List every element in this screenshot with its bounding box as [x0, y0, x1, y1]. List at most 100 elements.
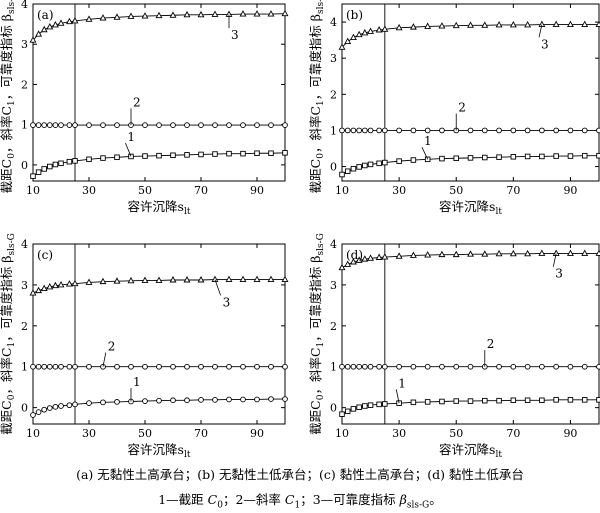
data-point-series-2 [481, 127, 488, 134]
data-point-series-3 [85, 278, 93, 285]
data-point-series-1 [212, 397, 218, 403]
data-point-series-1 [467, 398, 474, 404]
data-point-series-2 [184, 122, 190, 128]
data-point-series-2 [439, 363, 445, 370]
data-point-series-2 [350, 127, 357, 134]
data-point-series-3 [127, 276, 135, 284]
data-point-series-1 [439, 398, 445, 405]
data-point-series-3 [581, 20, 589, 28]
data-point-series-3 [349, 258, 357, 265]
series-line-3 [341, 24, 599, 48]
x-tick-label: 50 [138, 184, 152, 197]
x-tick-label: 70 [194, 184, 208, 197]
series-label-2: 2 [487, 337, 495, 351]
data-point-series-3 [467, 250, 474, 257]
data-point-series-1 [424, 156, 431, 163]
data-point-series-1 [41, 166, 47, 172]
data-point-series-1 [367, 402, 374, 408]
data-point-series-1 [100, 155, 106, 161]
x-tick-label: 30 [392, 184, 406, 197]
data-point-series-2 [376, 127, 382, 134]
data-point-series-1 [114, 399, 120, 405]
caption-panels: (a) 无黏性土高承台；(b) 无黏性土低承台；(c) 黏性土高承台；(d) 黏… [76, 467, 524, 482]
data-point-series-3 [46, 283, 54, 290]
data-point-series-3 [595, 20, 600, 28]
data-point-series-2 [282, 122, 288, 128]
data-point-series-1 [467, 155, 474, 161]
data-point-series-2 [339, 363, 345, 370]
data-point-series-2 [58, 363, 64, 370]
data-point-series-1 [453, 398, 459, 404]
y-axis-title: 截距C0，斜率C1，可靠度指标 βsls-G [308, 0, 326, 193]
data-point-series-1 [72, 401, 78, 408]
data-point-series-1 [362, 403, 368, 409]
data-point-series-2 [114, 122, 120, 128]
panel-label: (b) [346, 8, 363, 22]
data-point-series-3 [225, 275, 233, 283]
data-point-series-3 [509, 21, 517, 28]
data-point-series-3 [141, 276, 149, 283]
data-point-series-1 [496, 397, 502, 404]
series-label-leader [552, 253, 557, 267]
data-point-series-3 [57, 19, 65, 26]
data-point-series-2 [396, 363, 402, 370]
data-point-series-3 [595, 249, 600, 256]
data-point-series-2 [128, 363, 134, 370]
x-tick-label: 90 [250, 427, 264, 440]
data-point-series-3 [71, 279, 79, 287]
data-point-series-1 [156, 397, 162, 404]
data-point-series-3 [349, 33, 357, 41]
caption-c1-prefix: ；2—斜率 [222, 492, 285, 507]
series-label-2: 2 [108, 340, 116, 354]
data-point-series-1 [254, 150, 260, 156]
data-point-series-1 [424, 399, 431, 405]
data-point-series-2 [156, 122, 162, 128]
series-label-1: 1 [398, 376, 406, 390]
y-tick-label: 3 [21, 279, 28, 292]
data-point-series-1 [58, 403, 64, 409]
data-point-series-1 [567, 153, 574, 159]
data-point-series-1 [524, 397, 531, 404]
data-point-series-1 [344, 168, 351, 174]
data-point-series-3 [438, 250, 446, 258]
data-point-series-2 [226, 363, 232, 370]
data-point-series-1 [114, 154, 120, 161]
x-axis-title: 容许沉降slt [128, 442, 191, 460]
caption-c1-symbol: C [284, 492, 295, 507]
data-point-series-3 [99, 14, 107, 21]
y-tick-label: 0 [330, 402, 337, 415]
data-point-series-2 [142, 363, 148, 370]
data-point-series-3 [65, 280, 73, 287]
x-tick-label: 30 [82, 184, 96, 197]
data-point-series-3 [375, 26, 383, 33]
y-tick-label: 3 [21, 38, 28, 51]
data-point-series-2 [198, 122, 204, 128]
series-label-leader [102, 352, 107, 367]
data-point-series-1 [35, 409, 42, 415]
data-point-series-1 [226, 396, 232, 403]
data-point-series-1 [35, 169, 42, 175]
series-label-1: 1 [127, 130, 135, 144]
data-point-series-1 [339, 171, 345, 178]
data-point-series-2 [52, 363, 59, 370]
data-point-series-3 [338, 263, 346, 271]
data-point-series-2 [240, 122, 246, 128]
x-axis-title: 容许沉降slt [439, 199, 502, 217]
data-point-series-1 [226, 150, 232, 157]
data-point-series-3 [361, 255, 369, 262]
data-point-series-2 [381, 127, 388, 134]
data-point-series-2 [567, 363, 574, 370]
data-point-series-2 [41, 122, 48, 128]
data-point-series-1 [396, 158, 402, 164]
y-tick-label: 0 [330, 161, 337, 174]
data-point-series-1 [581, 152, 588, 159]
data-point-series-1 [46, 405, 53, 411]
caption-c1-sub: 1 [294, 500, 301, 511]
data-point-series-2 [567, 127, 574, 134]
data-point-series-1 [170, 152, 176, 159]
data-point-series-3 [344, 260, 352, 267]
data-point-series-2 [100, 122, 106, 128]
data-point-series-2 [156, 363, 162, 370]
series-label-1: 1 [424, 134, 432, 148]
data-point-series-3 [509, 249, 517, 257]
